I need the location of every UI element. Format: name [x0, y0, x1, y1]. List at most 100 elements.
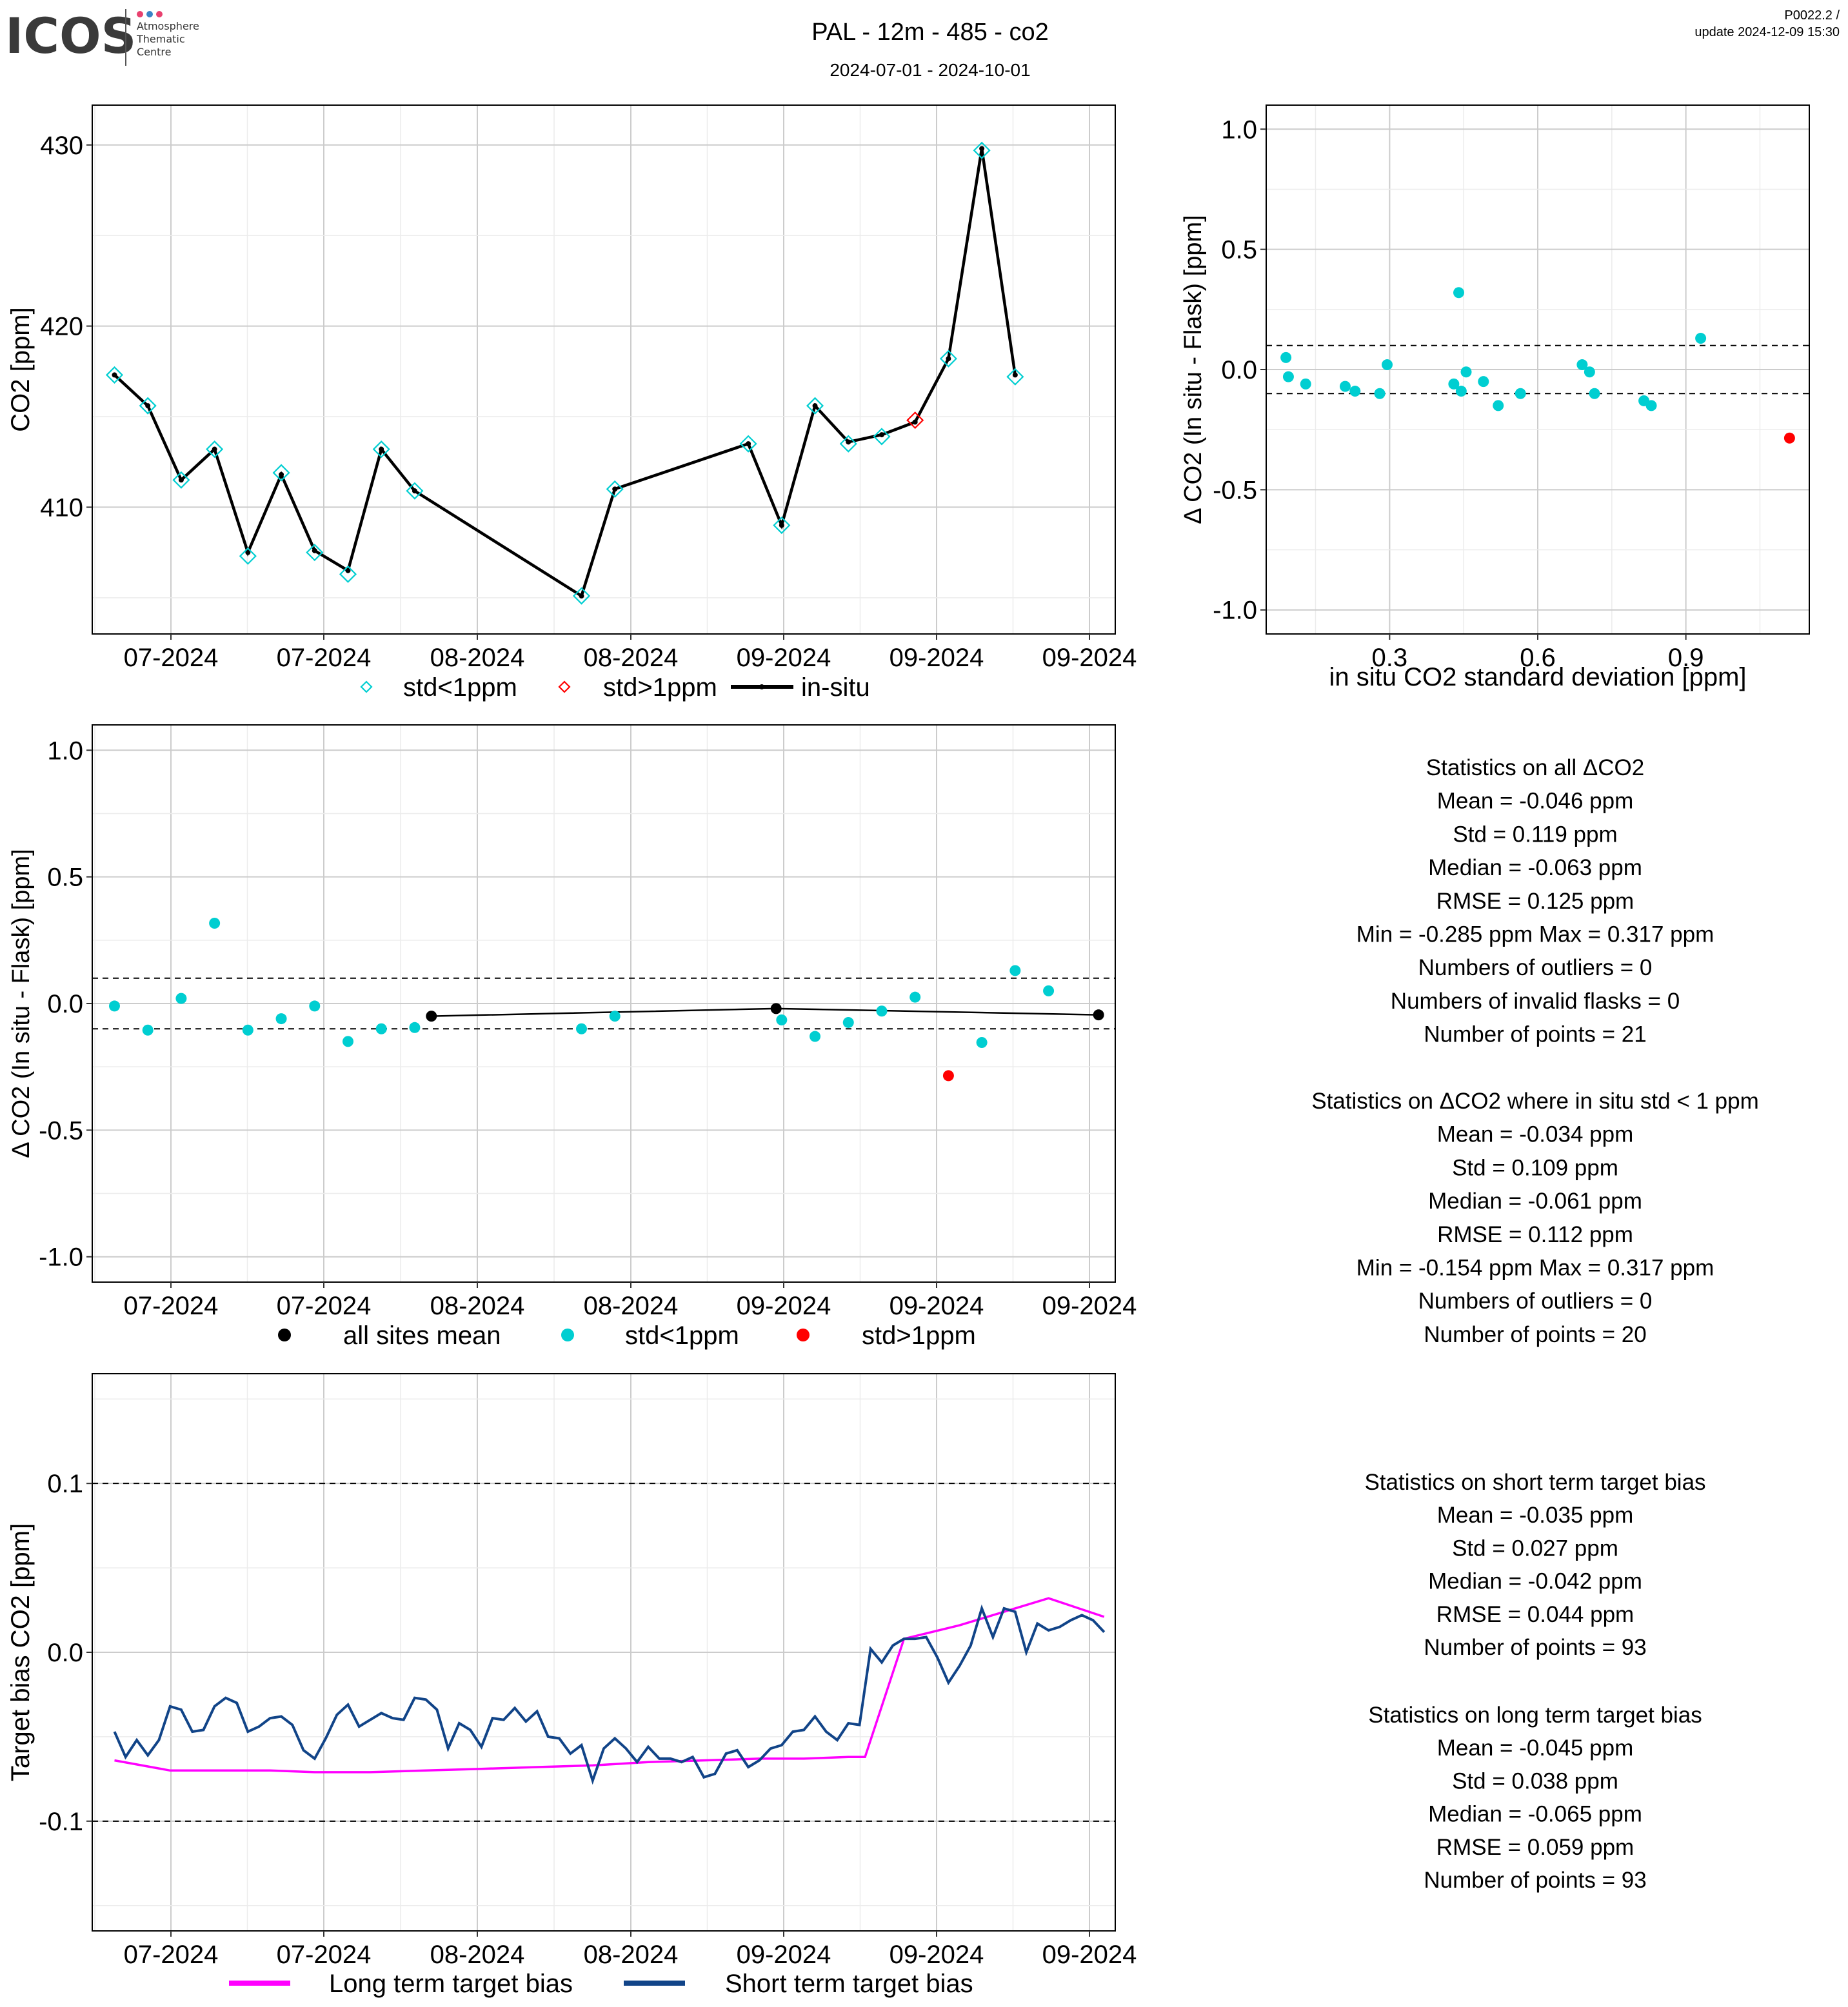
flask-point-std-lt1 [806, 397, 824, 415]
flask-point-std-lt1 [839, 435, 857, 453]
x-tick-label: 09-2024 [889, 1941, 984, 1969]
legend-red-diamond-icon [558, 680, 571, 693]
legend-cyan-diamond-icon [360, 680, 373, 693]
target-bias-legend: Long term target bias Short term target b… [229, 1970, 973, 1998]
point-std-lt1 [1339, 381, 1351, 392]
y-tick-label: -0.5 [1213, 476, 1257, 504]
legend-label: std<1ppm [403, 673, 517, 702]
stats-line: Number of points = 93 [1424, 1868, 1646, 1893]
header: ICOS Atmosphere Thematic Centre PAL - 12… [5, 7, 1840, 80]
point-std-lt1 [1009, 965, 1021, 976]
timeseries-y-axis: 410 420 430 [40, 132, 92, 522]
y-tick-label: 1.0 [1221, 115, 1257, 144]
point-std-lt1 [1589, 388, 1600, 399]
point-std-gt1 [942, 1070, 954, 1082]
legend-label: std>1ppm [862, 1321, 976, 1350]
long-term-bias-line [114, 1597, 1105, 1774]
legend-label: in-situ [801, 673, 870, 702]
stats-line: Min = -0.154 ppm Max = 0.317 ppm [1356, 1256, 1714, 1281]
flask-point-std-lt1 [105, 366, 124, 384]
x-tick-label: 07-2024 [277, 644, 372, 672]
flask-point-std-lt1 [306, 544, 324, 562]
x-tick-label: 08-2024 [430, 1292, 525, 1320]
all-sites-mean-line [431, 1007, 1099, 1017]
version-label: P0022.2 / [1784, 8, 1840, 23]
legend-label: all sites mean [343, 1321, 501, 1350]
point-std-lt1 [609, 1011, 621, 1022]
logo-text: ICOS [5, 7, 136, 64]
stats-line: RMSE = 0.112 ppm [1437, 1222, 1633, 1247]
y-tick-label: 420 [40, 313, 83, 341]
point-std-lt1 [1043, 985, 1055, 996]
stats-title: Statistics on long term target bias [1368, 1703, 1702, 1728]
x-tick-label: 07-2024 [124, 644, 219, 672]
stats-short-block: Statistics on short term target bias Mean… [1364, 1470, 1705, 1660]
point-std-lt1 [1645, 400, 1657, 411]
insitu-point [746, 441, 751, 447]
insitu-point [879, 432, 884, 438]
x-tick-label: 0.9 [1668, 644, 1704, 672]
insitu-point [178, 477, 184, 483]
delta-vs-std-x-axis: 0.3 0.6 0.9 [1372, 634, 1704, 672]
stats-title: Statistics on all ΔCO2 [1426, 755, 1645, 780]
x-tick-label: 09-2024 [1042, 1941, 1137, 1969]
target-bias-x-axis: 07-2024 07-2024 08-2024 08-2024 09-2024 09-20… [124, 1931, 1137, 1969]
timeseries-panel: 07-2024 07-2024 08-2024 08-2024 09-2024 09-20… [6, 104, 1137, 702]
stats-line: Std = 0.038 ppm [1452, 1768, 1618, 1794]
y-tick-label: 0.1 [47, 1470, 83, 1498]
y-tick-label: -0.5 [39, 1116, 83, 1145]
x-tick-label: 08-2024 [584, 1292, 679, 1320]
target-bias-y-label: Target bias CO2 [ppm] [6, 1523, 35, 1781]
flask-point-std-lt1 [973, 141, 991, 159]
x-tick-label: 09-2024 [889, 644, 984, 672]
insitu-point [812, 403, 818, 409]
stats-line: Number of points = 21 [1424, 1022, 1646, 1047]
flask-point-std-lt1 [172, 471, 190, 489]
y-tick-label: 0.0 [1221, 356, 1257, 384]
insitu-point [946, 356, 951, 362]
insitu-point [412, 488, 417, 494]
stats-line: RMSE = 0.125 ppm [1436, 889, 1634, 914]
delta-vs-time-y-label: Δ CO2 (In situ - Flask) [ppm] [8, 849, 35, 1158]
y-tick-label: 0.0 [47, 1639, 83, 1667]
point-std-lt1 [776, 1014, 788, 1026]
x-tick-label: 09-2024 [737, 644, 831, 672]
x-tick-label: 09-2024 [1042, 1292, 1137, 1320]
legend-label: Short term target bias [725, 1970, 973, 1998]
point-std-lt1 [1280, 351, 1292, 363]
point-std-lt1 [209, 918, 221, 929]
flask-point-std-lt1 [572, 587, 591, 605]
point-std-lt1 [810, 1031, 821, 1042]
delta-vs-std-x-label: in situ CO2 standard deviation [ppm] [1329, 663, 1746, 691]
stats-line: Std = 0.027 ppm [1452, 1536, 1618, 1561]
insitu-point [312, 548, 317, 553]
stats-line: Number of points = 20 [1424, 1322, 1646, 1347]
legend-label: Long term target bias [329, 1970, 573, 1998]
legend-label: std<1ppm [625, 1321, 739, 1350]
y-tick-label: 0.0 [47, 990, 83, 1018]
insitu-line [113, 148, 1017, 598]
insitu-point [379, 446, 384, 452]
delta-vs-time-grid [92, 725, 1115, 1282]
delta-vs-time-reference-lines [92, 977, 1115, 1030]
y-tick-label: -1.0 [39, 1243, 83, 1272]
flask-point-std-lt1 [939, 350, 957, 368]
delta-vs-std-grid [1266, 105, 1809, 634]
flask-point-std-lt1 [206, 440, 224, 459]
legend-black-dot-icon [278, 1329, 291, 1341]
y-tick-label: -0.1 [39, 1808, 83, 1836]
point-std-lt1 [375, 1023, 387, 1034]
timeseries-grid [92, 105, 1115, 634]
flask-point-std-gt1 [906, 411, 924, 430]
y-tick-label: 0.5 [1221, 236, 1257, 264]
legend-red-dot-icon [797, 1329, 810, 1341]
x-tick-label: 0.6 [1520, 644, 1556, 672]
x-tick-label: 08-2024 [430, 644, 525, 672]
x-tick-label: 08-2024 [430, 1941, 525, 1969]
point-std-lt1 [1493, 400, 1504, 411]
target-bias-y-axis: -0.1 0.0 0.1 [39, 1470, 92, 1836]
stats-line: Std = 0.119 ppm [1453, 822, 1617, 847]
insitu-point [212, 446, 217, 452]
point-std-lt1 [1455, 386, 1467, 397]
update-label: update 2024-12-09 15:30 [1694, 25, 1840, 39]
